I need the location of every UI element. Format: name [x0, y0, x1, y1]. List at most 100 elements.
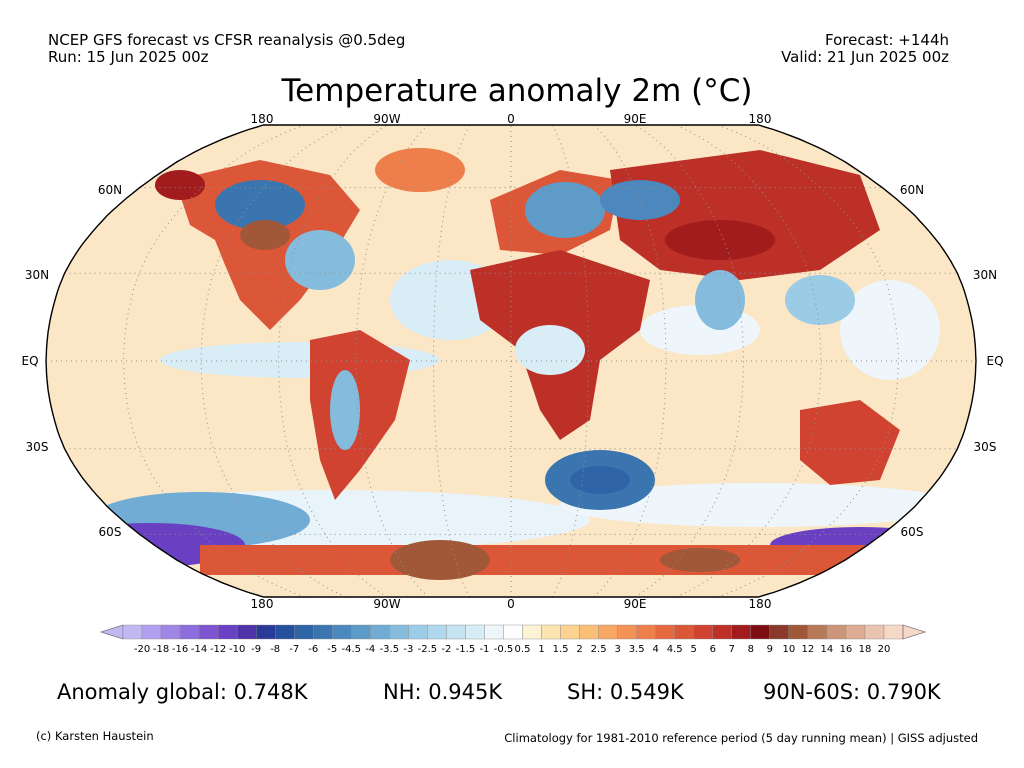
graticule: [46, 124, 976, 598]
map-title: Temperature anomaly 2m (°C): [281, 73, 753, 109]
colorbar-labels: -20 -18 -16 -14 -12 -10 -9 -8 -7 -6 -5 -4.5 -4 -3.5 -3…: [134, 644, 890, 655]
colorbar-cell: [313, 624, 333, 640]
colorbar-tick-label: -3: [403, 644, 413, 655]
lat-label-right: 30S: [974, 440, 997, 454]
colorbar-tick-label: 0.5: [515, 644, 531, 655]
colorbar-cell: [522, 624, 542, 640]
meridian-line: [593, 124, 667, 598]
colorbar-cell: [408, 624, 428, 640]
south-atlantic-cold-core: [570, 466, 630, 494]
colorbar-tick-label: 3: [614, 644, 620, 655]
colorbar-cell: [883, 624, 904, 640]
southeast-asia-cool: [785, 275, 855, 325]
colorbar-tick-label: 1.5: [553, 644, 569, 655]
russia-cold: [600, 180, 680, 220]
colorbar-cell: [617, 624, 637, 640]
lat-label-left: 30S: [26, 440, 49, 454]
lon-label-bottom: 180: [251, 597, 274, 611]
run-label: Run: 15 Jun 2025 00z: [48, 48, 209, 66]
colorbar-tick-label: 8: [748, 644, 754, 655]
colorbar-tick-label: 2: [576, 644, 582, 655]
colorbar-tick-label: -4: [365, 644, 375, 655]
colorbar-cell: [160, 624, 181, 640]
lat-label-left: 30N: [25, 268, 49, 282]
colorbar-tick-label: 10: [782, 644, 795, 655]
lat-label-right: 30N: [973, 268, 997, 282]
colorbar-cell: [807, 624, 828, 640]
colorbar-tick-label: 12: [802, 644, 815, 655]
meridian-line: [551, 124, 590, 598]
colorbar-cell: [179, 624, 200, 640]
lon-label-bottom: 180: [749, 597, 772, 611]
stat-90n-60s: 90N-60S: 0.790K: [763, 680, 941, 704]
lon-label-bottom: 90E: [624, 597, 647, 611]
colorbar-min-arrow: [100, 624, 124, 640]
central-us-hot: [240, 220, 290, 250]
colorbar-cell: [826, 624, 847, 640]
northern-europe-cold: [525, 182, 605, 238]
colorbar-tick-label: -5: [327, 644, 337, 655]
colorbar-tick-label: -4.5: [342, 644, 362, 655]
colorbar-tick-label: 3.5: [629, 644, 645, 655]
lat-label-left: 60S: [99, 525, 122, 539]
colorbar-tick-label: 4: [652, 644, 658, 655]
andes-cool: [330, 370, 360, 450]
colorbar-tick-label: 4.5: [667, 644, 683, 655]
southern-ocean-cool-band-east: [560, 483, 960, 527]
meridian-line: [355, 124, 429, 598]
colorbar-tick-label: -1.5: [456, 644, 476, 655]
colorbar-cell: [598, 624, 618, 640]
colorbar-tick-label: 16: [840, 644, 853, 655]
colorbar-tick-label: -2.5: [418, 644, 438, 655]
colorbar-cell: [503, 624, 523, 640]
colorbar-cell: [750, 624, 771, 640]
colorbar-cell: [731, 624, 752, 640]
colorbar-cell: [712, 624, 732, 640]
lon-label-top: 90E: [624, 112, 647, 126]
colorbar-tick-label: 6: [710, 644, 716, 655]
lon-labels: 180 90W 0 90E 180 180 90W 0 90E 180: [251, 112, 772, 611]
colorbar-tick-label: -1: [479, 644, 489, 655]
colorbar-cell: [217, 624, 238, 640]
meridian-line: [432, 124, 471, 598]
copyright-label: (c) Karsten Haustein: [36, 729, 154, 743]
colorbar-cell: [141, 624, 162, 640]
south-america-warm: [310, 330, 410, 500]
colorbar-cell: [845, 624, 866, 640]
lon-label-top: 90W: [373, 112, 400, 126]
colorbar-cell: [655, 624, 675, 640]
colorbar-cell: [332, 624, 352, 640]
colorbar-max-arrow: [902, 624, 926, 640]
colorbar-tick-label: 14: [821, 644, 834, 655]
lon-label-bottom: 90W: [373, 597, 400, 611]
colorbar-cell: [198, 624, 219, 640]
colorbar-cell: [769, 624, 790, 640]
colorbar-cell: [351, 624, 371, 640]
source-label: NCEP GFS forecast vs CFSR reanalysis @0.…: [48, 31, 406, 49]
colorbar-tick-label: -3.5: [380, 644, 400, 655]
colorbar-tick-label: 18: [859, 644, 872, 655]
forecast-label: Forecast: +144h: [825, 31, 949, 49]
stat-sh: SH: 0.549K: [567, 680, 684, 704]
colorbar-tick-label: -6: [308, 644, 318, 655]
colorbar-cell: [236, 624, 257, 640]
greenland-warm: [375, 148, 465, 192]
east-antarctica-warm: [660, 548, 740, 572]
colorbar-tick-label: 1: [538, 644, 544, 655]
lon-label-top: 180: [749, 112, 772, 126]
west-pacific-neutral: [840, 280, 940, 380]
colorbar-cell: [674, 624, 694, 640]
colorbar-cell: [446, 624, 466, 640]
colorbar-cell: [579, 624, 599, 640]
colorbar-tick-label: -2: [441, 644, 451, 655]
eastern-us-cool: [285, 230, 355, 290]
colorbar-tick-label: 5: [691, 644, 697, 655]
colorbar-tick-label: 2.5: [591, 644, 607, 655]
lat-label-left: 60N: [98, 183, 122, 197]
colorbar-cell: [427, 624, 447, 640]
colorbar-cell: [864, 624, 885, 640]
lat-label-right: 60N: [900, 183, 924, 197]
colorbar-cell: [255, 624, 276, 640]
colorbar-cell: [541, 624, 561, 640]
